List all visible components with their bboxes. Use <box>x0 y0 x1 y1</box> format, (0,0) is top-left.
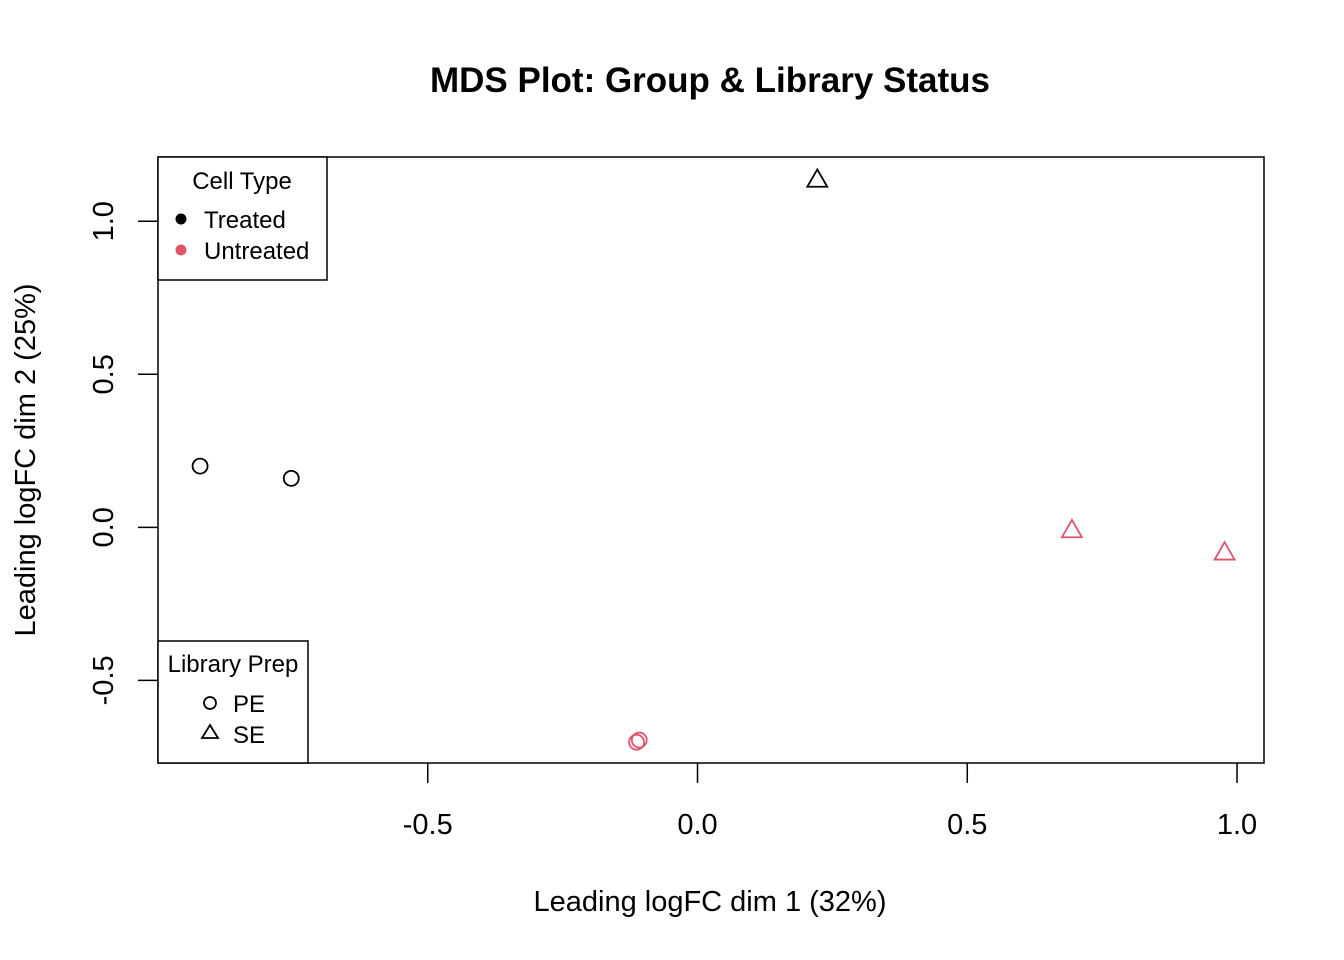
point-treated-pe <box>191 457 209 475</box>
chart-title: MDS Plot: Group & Library Status <box>430 61 990 100</box>
point-untreated-pe <box>628 733 645 751</box>
y-axis: -0.5 0.0 0.5 1.0 <box>88 201 158 705</box>
legend-library-prep: Library Prep PE SE <box>157 640 309 764</box>
legend-pe-label: PE <box>233 691 265 718</box>
legend-untreated-symbol <box>175 244 187 256</box>
point-untreated-se <box>1213 540 1237 561</box>
x-tick-label: 1.0 <box>1217 809 1257 841</box>
legend-cell-type-title: Cell Type <box>192 168 292 195</box>
legend-treated-label: Treated <box>204 207 286 234</box>
y-axis-label: Leading logFC dim 2 (25%) <box>10 283 42 636</box>
y-tick-label: 0.5 <box>88 354 120 394</box>
x-tick-label: 0.5 <box>947 809 987 841</box>
legend-cell-type: Cell Type Treated Untreated <box>157 156 328 281</box>
legend-library-prep-box <box>157 640 309 764</box>
legend-untreated-label: Untreated <box>204 238 309 265</box>
x-tick-label: 0.0 <box>677 809 717 841</box>
legend-se-symbol <box>200 723 220 739</box>
legend-se-label: SE <box>233 722 265 749</box>
x-axis: -0.5 0.0 0.5 1.0 <box>403 763 1257 841</box>
point-untreated-se <box>1060 518 1084 539</box>
legend-library-prep-title: Library Prep <box>168 651 299 678</box>
legend-treated-symbol <box>175 213 187 225</box>
legend-pe-symbol <box>203 696 217 710</box>
y-tick-label: -0.5 <box>88 655 120 705</box>
data-points <box>191 167 1237 751</box>
y-tick-label: 1.0 <box>88 201 120 241</box>
x-axis-label: Leading logFC dim 1 (32%) <box>533 886 886 918</box>
plot-frame <box>157 156 1265 764</box>
point-treated-pe <box>282 469 300 487</box>
point-treated-se <box>805 167 829 188</box>
point-untreated-pe <box>630 731 648 749</box>
x-tick-label: -0.5 <box>403 809 453 841</box>
y-tick-label: 0.0 <box>88 507 120 547</box>
